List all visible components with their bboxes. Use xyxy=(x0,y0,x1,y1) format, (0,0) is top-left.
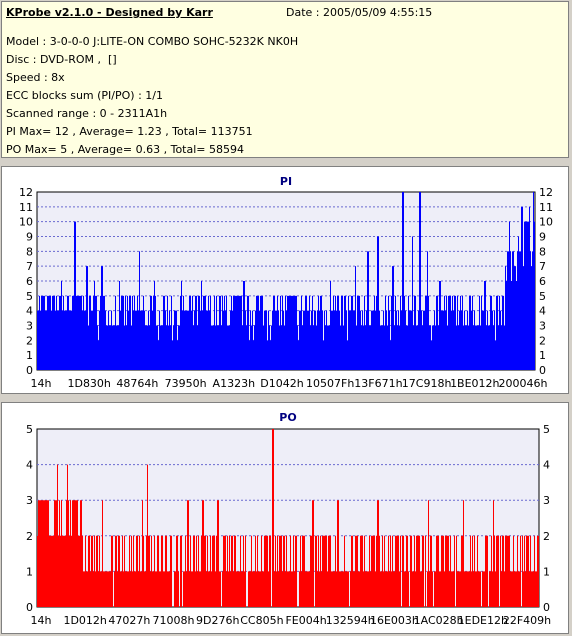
pi-chart-y-tick-left: 1 xyxy=(26,349,33,362)
info-disc: Disc : DVD-ROM , [] xyxy=(6,53,117,66)
po-chart-x-tick: 9D276h xyxy=(196,614,239,627)
pi-chart-y-tick-right: 2 xyxy=(539,334,546,347)
app-title: KProbe v2.1.0 - Designed by Karr xyxy=(6,6,213,19)
pi-chart-y-tick-left: 10 xyxy=(19,216,33,229)
info-model: Model : 3-0-0-0 J:LITE-ON COMBO SOHC-523… xyxy=(6,35,299,48)
pi-chart-y-tick-left: 7 xyxy=(26,260,33,273)
po-chart-y-tick-left: 2 xyxy=(26,530,33,543)
pi-chart-x-tick: 73950h xyxy=(165,377,207,390)
pi-chart-y-tick-right: 4 xyxy=(539,305,546,318)
po-chart-y-tick-left: 3 xyxy=(26,494,33,507)
pi-chart-y-tick-right: 6 xyxy=(539,275,546,288)
pi-chart-y-tick-right: 7 xyxy=(539,260,546,273)
pi-chart-x-tick: 48764h xyxy=(116,377,158,390)
po-chart-x-tick: 1D012h xyxy=(63,614,106,627)
pi-chart-y-tick-right: 11 xyxy=(539,201,553,214)
po-chart-x-tick: 132594h xyxy=(326,614,375,627)
po-chart-x-tick: 1AC028h xyxy=(414,614,464,627)
pi-chart-x-tick: A1323h xyxy=(213,377,256,390)
po-chart-panel: PO 0 0 1 1 2 2 3 3 4 4 5 5 14h 1D012h 47027h 71008h 9D276… xyxy=(1,402,569,634)
pi-chart-y-tick-right: 10 xyxy=(539,216,553,229)
scan-date: Date : 2005/05/09 4:55:15 xyxy=(286,6,433,19)
po-chart-x-tick: 16E003h xyxy=(370,614,419,627)
po-chart-y-tick-left: 4 xyxy=(26,459,33,472)
pi-chart-x-tick: D1042h xyxy=(260,377,303,390)
pi-chart-y-tick-right: 12 xyxy=(539,186,553,199)
info-scanned-range: Scanned range : 0 - 2311A1h xyxy=(6,107,168,120)
po-chart-y-tick-left: 0 xyxy=(26,601,33,614)
po-chart-y-tick-right: 2 xyxy=(543,530,550,543)
pi-chart-y-tick-right: 8 xyxy=(539,245,546,258)
pi-chart-y-tick-left: 4 xyxy=(26,305,33,318)
po-chart-x-tick: 1EDE12h xyxy=(458,614,508,627)
pi-chart-y-tick-left: 2 xyxy=(26,334,33,347)
pi-chart-x-tick: 10507Fh xyxy=(306,377,354,390)
po-chart-x-tick: 14h xyxy=(31,614,52,627)
pi-chart-y-tick-left: 9 xyxy=(26,231,33,244)
pi-chart-y-tick-left: 8 xyxy=(26,245,33,258)
po-chart-x-tick: 71008h xyxy=(153,614,195,627)
po-chart-y-tick-right: 3 xyxy=(543,494,550,507)
pi-chart-x-tick: 13F671h xyxy=(354,377,402,390)
po-chart-y-tick-right: 5 xyxy=(543,423,550,436)
pi-chart-x-tick: 14h xyxy=(31,377,52,390)
pi-chart-y-tick-left: 11 xyxy=(19,201,33,214)
pi-chart-y-tick-left: 3 xyxy=(26,320,33,333)
po-chart-y-tick-left: 5 xyxy=(26,423,33,436)
po-chart-y-tick-right: 4 xyxy=(543,459,550,472)
pi-chart-title: PI xyxy=(280,175,292,188)
po-chart-x-tick: 47027h xyxy=(108,614,150,627)
info-speed: Speed : 8x xyxy=(6,71,65,84)
info-po-summary: PO Max= 5 , Average= 0.63 , Total= 58594 xyxy=(6,143,244,156)
po-chart-x-tick: 22F409h xyxy=(503,614,551,627)
pi-chart-y-tick-right: 3 xyxy=(539,320,546,333)
info-ecc-blocks: ECC blocks sum (PI/PO) : 1/1 xyxy=(6,89,163,102)
po-chart-x-tick: CC805h xyxy=(240,614,283,627)
po-chart-y-tick-right: 1 xyxy=(543,565,550,578)
pi-chart-x-tick: 1BE012h xyxy=(450,377,499,390)
po-chart-x-tick: FE004h xyxy=(285,614,326,627)
pi-chart-y-tick-left: 0 xyxy=(26,364,33,377)
pi-chart-y-tick-right: 0 xyxy=(539,364,546,377)
po-chart-title: PO xyxy=(279,411,296,424)
pi-chart-x-tick: 17C918h xyxy=(402,377,452,390)
pi-chart-y-tick-left: 5 xyxy=(26,290,33,303)
po-chart-y-tick-left: 1 xyxy=(26,565,33,578)
po-chart: PO 0 0 1 1 2 2 3 3 4 4 5 5 14h 1D012h 47027h 71008h 9D276… xyxy=(26,411,551,627)
info-pi-summary: PI Max= 12 , Average= 1.23 , Total= 1137… xyxy=(6,125,253,138)
po-chart-y-tick-right: 0 xyxy=(543,601,550,614)
info-panel: KProbe v2.1.0 - Designed by Karr Date : … xyxy=(1,1,569,158)
pi-chart-y-tick-left: 6 xyxy=(26,275,33,288)
pi-chart-y-tick-right: 1 xyxy=(539,349,546,362)
pi-chart-panel: PI 0 0 1 1 2 2 3 3 4 4 5 5 6 6 7 7 8 8 9 9 10 10 11 11 12 12 14h 1D8… xyxy=(1,166,569,394)
pi-chart-x-tick: 200046h xyxy=(499,377,548,390)
pi-chart-y-tick-right: 9 xyxy=(539,231,546,244)
pi-chart-x-tick: 1D830h xyxy=(67,377,110,390)
pi-chart-y-tick-right: 5 xyxy=(539,290,546,303)
pi-chart-y-tick-left: 12 xyxy=(19,186,33,199)
